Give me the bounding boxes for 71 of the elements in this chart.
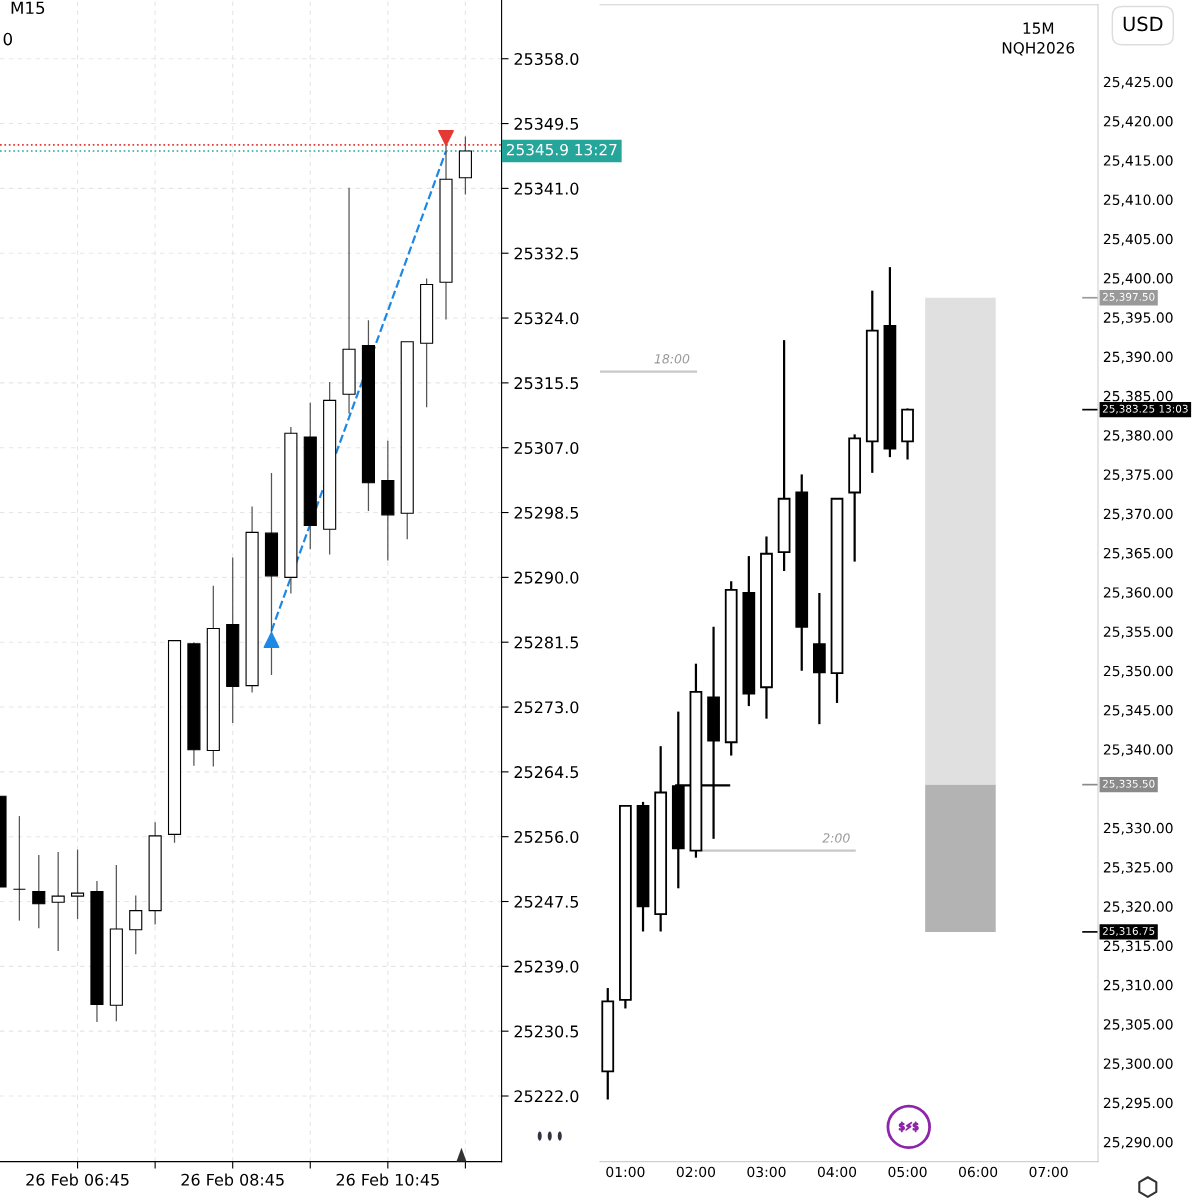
- x-tick-label: 04:00: [817, 1166, 857, 1178]
- chart-title: M15: [11, 1, 45, 15]
- y-tick-label: 25,410.00: [1103, 194, 1173, 207]
- x-tick-label: 26 Feb 06:45: [26, 1173, 129, 1186]
- y-tick-label: 25230.5: [514, 1025, 579, 1038]
- y-tick-label: 25,420.00: [1103, 116, 1173, 128]
- y-tick-label: 25,425.00: [1103, 76, 1173, 89]
- x-tick-label: 02:00: [676, 1166, 716, 1178]
- x-tick-label: 07:00: [1029, 1166, 1068, 1178]
- y-tick-label: 25,310.00: [1103, 979, 1173, 992]
- y-tick-label: 25264.5: [514, 766, 579, 779]
- text: NQH2026: [1002, 42, 1075, 56]
- annotation: 0: [3, 32, 13, 46]
- y-tick-label: 25290.0: [514, 571, 579, 584]
- y-tick-label: 25307.0: [514, 441, 579, 454]
- y-tick-label: 25,330.00: [1103, 822, 1173, 835]
- candlestick: [51, 851, 65, 952]
- x-tick-label: 06:00: [958, 1166, 998, 1178]
- y-tick-label: 25,340.00: [1103, 744, 1173, 757]
- y-tick-label: 25,415.00: [1103, 155, 1173, 168]
- y-tick-label: 25341.0: [514, 182, 579, 195]
- y-tick-label: 25,375.00: [1103, 469, 1173, 482]
- annotation: 2:00: [822, 833, 850, 843]
- ref-line-label: 25345.9 13:27: [506, 143, 617, 156]
- y-tick-label: 25,325.00: [1103, 862, 1173, 874]
- x-tick-label: 05:00: [888, 1166, 927, 1178]
- y-tick-label: 25358.0: [514, 52, 579, 66]
- x-tick-label: 01:00: [606, 1166, 645, 1178]
- text: USD: [1123, 16, 1163, 32]
- candlestick: [12, 815, 26, 922]
- y-tick-label: 25256.0: [514, 830, 579, 843]
- y-tick-label: 25,290.00: [1103, 1136, 1173, 1149]
- y-tick-label: 25247.5: [514, 895, 579, 908]
- y-tick-label: 25,350.00: [1103, 665, 1173, 678]
- y-tick-label: 25,355.00: [1103, 626, 1173, 639]
- x-tick-label: 26 Feb 08:45: [181, 1173, 284, 1186]
- y-tick-label: 25,370.00: [1103, 508, 1173, 521]
- y-tick-label: 25,400.00: [1103, 273, 1173, 285]
- ref-line-label: 25,397.50: [1102, 292, 1155, 302]
- candlestick: [71, 849, 85, 920]
- y-tick-label: 25324.0: [514, 312, 579, 325]
- y-tick-label: 25,395.00: [1103, 312, 1173, 325]
- ref-line-label: 25,383.25 13:03: [1102, 404, 1188, 414]
- y-tick-label: 25,320.00: [1103, 901, 1173, 914]
- y-tick-label: 25239.0: [514, 960, 579, 973]
- ref-line-label: 25,316.75: [1102, 927, 1155, 936]
- x-tick-label: 26 Feb 10:45: [336, 1173, 439, 1186]
- annotation: 18:00: [654, 354, 690, 364]
- y-tick-label: 25222.0: [514, 1090, 579, 1103]
- y-tick-label: 25273.0: [514, 701, 579, 714]
- x-tick-label: 03:00: [747, 1166, 786, 1178]
- y-tick-label: 25,405.00: [1103, 233, 1173, 246]
- y-tick-label: 25,315.00: [1103, 940, 1173, 953]
- y-tick-label: 25,365.00: [1103, 547, 1173, 560]
- y-tick-label: 25,390.00: [1103, 351, 1173, 364]
- y-tick-label: 25298.5: [514, 506, 579, 519]
- y-tick-label: 25349.5: [514, 117, 579, 130]
- candlestick: [129, 894, 143, 955]
- y-tick-label: 25,380.00: [1103, 430, 1173, 443]
- y-tick-label: 25,295.00: [1103, 1097, 1173, 1110]
- y-tick-label: 25,385.00: [1103, 390, 1173, 403]
- text: 15M: [1023, 22, 1054, 34]
- y-tick-label: 25,360.00: [1103, 587, 1173, 600]
- y-tick-label: 25,300.00: [1103, 1058, 1173, 1071]
- candlestick: [32, 854, 46, 929]
- y-tick-label: 25,345.00: [1103, 705, 1173, 717]
- y-tick-label: 25315.5: [514, 377, 579, 390]
- y-tick-label: 25281.5: [514, 636, 579, 649]
- ref-line-label: 25,335.50: [1102, 779, 1155, 789]
- y-tick-label: 25332.5: [514, 247, 579, 260]
- y-tick-label: 25,305.00: [1103, 1019, 1173, 1032]
